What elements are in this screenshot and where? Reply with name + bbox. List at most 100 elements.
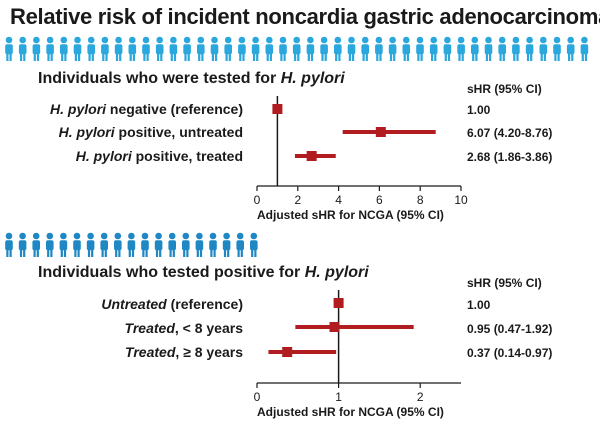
panel1-x-tick-label: 10: [454, 193, 468, 207]
person-icon: [236, 232, 244, 257]
panel1-point-estimate: [272, 104, 283, 114]
person-icon: [320, 36, 328, 61]
panel1-x-tick-label: 6: [376, 193, 383, 207]
panel1-row-label-em: H. pylori: [50, 101, 107, 117]
person-icon: [566, 36, 575, 61]
person-icon: [525, 36, 534, 61]
person-icon: [238, 36, 246, 61]
person-icon: [306, 36, 315, 61]
person-icon: [18, 36, 27, 61]
person-icon: [250, 232, 258, 257]
person-icon: [73, 36, 82, 61]
panel1-row-label-rest: positive, untreated: [114, 124, 243, 140]
person-icon: [87, 36, 95, 61]
person-icon: [195, 232, 204, 257]
panel1-x-tick-label: 4: [335, 193, 342, 207]
panel1-title: Individuals who were tested for H. pylor…: [38, 70, 345, 88]
panel1-ci-text: 2.68 (1.86-3.86): [467, 150, 553, 164]
panel2-point-estimate: [333, 298, 344, 308]
panel1-title-prefix: Individuals who were tested for: [38, 70, 281, 87]
person-icon: [416, 36, 424, 61]
person-icon: [279, 36, 287, 61]
person-icon: [539, 36, 548, 61]
panel1-row-label: H. pylori positive, untreated: [59, 124, 243, 140]
person-icon: [141, 232, 149, 257]
panel2-x-tick-label: 2: [417, 390, 424, 404]
person-icon: [197, 36, 205, 61]
panel2-row-label: Treated, ≥ 8 years: [125, 344, 243, 360]
person-icon: [553, 36, 561, 61]
panel2-row-label: Untreated (reference): [101, 296, 243, 312]
person-icon: [580, 36, 589, 61]
people-icons-row-bottom: [5, 232, 258, 257]
panel2-row-label-em: Untreated: [101, 296, 167, 312]
person-icon: [59, 232, 68, 257]
panel1-x-tick-label: 0: [254, 193, 261, 207]
person-icon: [484, 36, 493, 61]
person-icon: [168, 232, 176, 257]
person-icon: [222, 232, 231, 257]
person-icon: [209, 232, 217, 257]
panel2-ci-text: 1.00: [467, 298, 491, 312]
panel1-ci-text: 1.00: [467, 103, 491, 117]
panel1-column-header: sHR (95% CI): [467, 82, 542, 96]
panel1-x-axis-label: Adjusted sHR for NCGA (95% CI): [257, 208, 444, 222]
panel2-ci-text: 0.95 (0.47-1.92): [467, 322, 553, 336]
person-icon: [402, 36, 411, 61]
person-icon: [210, 36, 219, 61]
person-icon: [154, 232, 163, 257]
person-icon: [375, 36, 383, 61]
person-icon: [18, 232, 27, 257]
person-icon: [361, 36, 369, 61]
panel1-x-tick-label: 2: [294, 193, 301, 207]
people-icons-row-top: [5, 36, 589, 61]
person-icon: [334, 36, 342, 61]
person-icon: [251, 36, 260, 61]
person-icon: [128, 36, 137, 61]
person-icon: [471, 36, 479, 61]
panel1-ci-text: 6.07 (4.20-8.76): [467, 126, 553, 140]
panel1-x-tick-label: 8: [417, 193, 424, 207]
panel1-row-label-em: H. pylori: [75, 148, 132, 164]
panel2-title: Individuals who tested positive for H. p…: [38, 264, 369, 282]
person-icon: [86, 232, 95, 257]
panel2-row-label-rest: (reference): [166, 296, 243, 312]
person-icon: [347, 36, 356, 61]
person-icon: [388, 36, 397, 61]
panel2-point-estimate: [329, 322, 340, 332]
panel2-x-tick-label: 0: [254, 390, 261, 404]
person-icon: [114, 36, 123, 61]
person-icon: [100, 232, 108, 257]
chart-title: Relative risk of incident noncardia gast…: [10, 4, 600, 29]
panel2-point-estimate: [282, 347, 293, 357]
panel1-row-label-em: H. pylori: [58, 124, 115, 140]
person-icon: [101, 36, 109, 61]
panel1-row-label-rest: negative (reference): [106, 101, 243, 117]
person-icon: [429, 36, 438, 61]
person-icon: [60, 36, 68, 61]
person-icon: [512, 36, 520, 61]
panel2-row-label-em: Treated: [124, 320, 175, 336]
person-icon: [5, 36, 13, 61]
person-icon: [32, 36, 41, 61]
person-icon: [183, 36, 191, 61]
panel1-title-em: H. pylori: [280, 70, 345, 87]
panel2-row-label: Treated, < 8 years: [125, 320, 243, 336]
panel2-row-label-rest: , < 8 years: [174, 320, 243, 336]
panel2-column-header: sHR (95% CI): [467, 276, 542, 290]
panel2-title-em: H. pylori: [304, 264, 369, 281]
person-icon: [182, 232, 190, 257]
panel1-point-estimate: [306, 151, 317, 161]
person-icon: [265, 36, 274, 61]
person-icon: [142, 36, 150, 61]
person-icon: [224, 36, 232, 61]
panel1-row-label: H. pylori negative (reference): [50, 101, 243, 117]
person-icon: [46, 232, 54, 257]
person-icon: [114, 232, 122, 257]
person-icon: [155, 36, 164, 61]
panel1-row-label: H. pylori positive, treated: [76, 148, 243, 164]
person-icon: [32, 232, 40, 257]
panel1-point-estimate: [375, 127, 386, 137]
person-icon: [127, 232, 136, 257]
